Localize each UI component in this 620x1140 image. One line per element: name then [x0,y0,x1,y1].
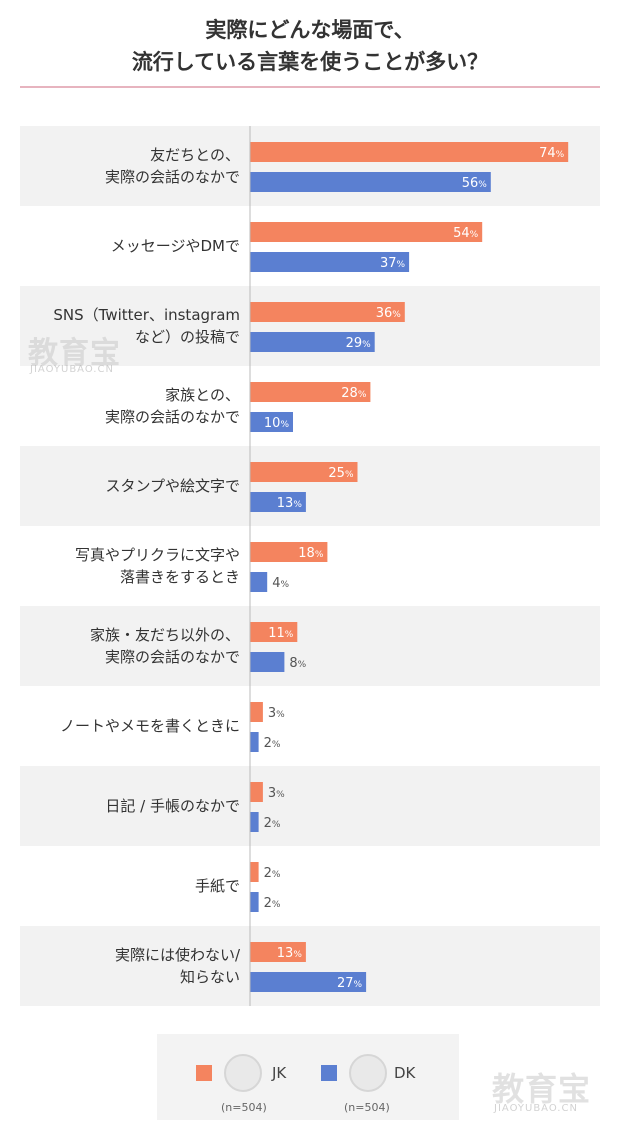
category-label: ノートやメモを書くときに [60,717,240,735]
data-label-dk: 27% [337,976,363,991]
bar-dk [250,892,259,912]
data-label-jk: 3% [268,786,285,801]
legend-label-jk: JK [272,1064,287,1082]
boy-face-icon [349,1054,387,1092]
row-background [20,286,600,366]
data-label-jk: 3% [268,706,285,721]
watermark-url: JIAOYUBAO.CN [494,1103,578,1114]
data-label-jk: 2% [264,866,281,881]
chart-title-line-2: 流行している言葉を使うことが多い？ [131,50,489,74]
category-label: 写真やプリクラに文字や落書きをするとき [75,546,240,586]
girl-face-icon [224,1054,262,1092]
title-divider [20,86,600,88]
row-background [20,446,600,526]
bar-jk [250,702,263,722]
bar-dk [250,332,375,352]
category-label: スタンプや絵文字で [105,477,240,495]
data-label-jk: 18% [298,546,324,561]
category-label: メッセージやDMで [111,237,240,255]
bar-dk [250,492,306,512]
watermark-url: JIAOYUBAO.CN [30,364,114,375]
category-label: SNS（Twitter、instagram など）の投稿で [53,306,240,346]
row-background [20,606,600,686]
legend-n-dk: (n=504) [344,1101,390,1114]
data-label-jk: 36% [376,306,402,321]
legend-n-jk: (n=504) [221,1101,267,1114]
row-background [20,926,600,1006]
bar-jk [250,622,298,642]
data-label-jk: 28% [341,386,367,401]
bar-jk [250,302,405,322]
bar-dk [250,412,293,432]
bar-jk [250,222,483,242]
data-label-dk: 4% [272,576,289,591]
data-label-jk: 13% [277,946,303,961]
data-label-jk: 54% [453,226,479,241]
data-label-dk: 8% [289,656,306,671]
bar-jk [250,382,371,402]
data-label-dk: 37% [380,256,406,271]
watermark-logo: 教育宝 [492,1070,592,1108]
legend-swatch-jk [196,1065,212,1081]
category-label: 家族・友だち以外の、実際の会話のなかで [90,626,240,666]
category-label: 日記 / 手帳のなかで [105,797,240,815]
row-background [20,126,600,206]
watermark-logo: 教育宝 [28,336,121,371]
category-label: 手紙で [195,877,240,895]
bar-dk [250,252,410,272]
data-label-dk: 13% [277,496,303,511]
data-label-dk: 2% [264,896,281,911]
bar-chart: 友だちとの、実際の会話のなかで 74% 56% メッセージやDMで 54% 37% SNS（… [20,126,600,1006]
bar-dk [250,172,491,192]
bar-dk [250,812,259,832]
bar-dk [250,652,285,672]
bar-jk [250,542,328,562]
data-label-dk: 10% [264,416,290,431]
bar-jk [250,142,569,162]
legend-swatch-dk [321,1065,337,1081]
data-label-jk: 11% [268,626,294,641]
category-label: 実際には使わない/知らない [115,946,241,986]
chart-title-line-1: 実際にどんな場面で、 [205,18,415,42]
data-label-dk: 2% [264,736,281,751]
bar-dk [250,732,259,752]
bar-dk [250,572,268,592]
bar-jk [250,782,263,802]
data-label-jk: 74% [539,146,565,161]
bar-jk [250,862,259,882]
bar-jk [250,462,358,482]
category-label: 家族との、実際の会話のなかで [105,386,240,426]
data-label-dk: 2% [264,816,281,831]
bar-dk [250,972,367,992]
data-label-dk: 29% [346,336,372,351]
row-background [20,766,600,846]
bar-jk [250,942,306,962]
data-label-jk: 25% [328,466,354,481]
category-label: 友だちとの、実際の会話のなかで [105,146,240,186]
legend-label-dk: DK [394,1064,416,1082]
data-label-dk: 56% [462,176,488,191]
